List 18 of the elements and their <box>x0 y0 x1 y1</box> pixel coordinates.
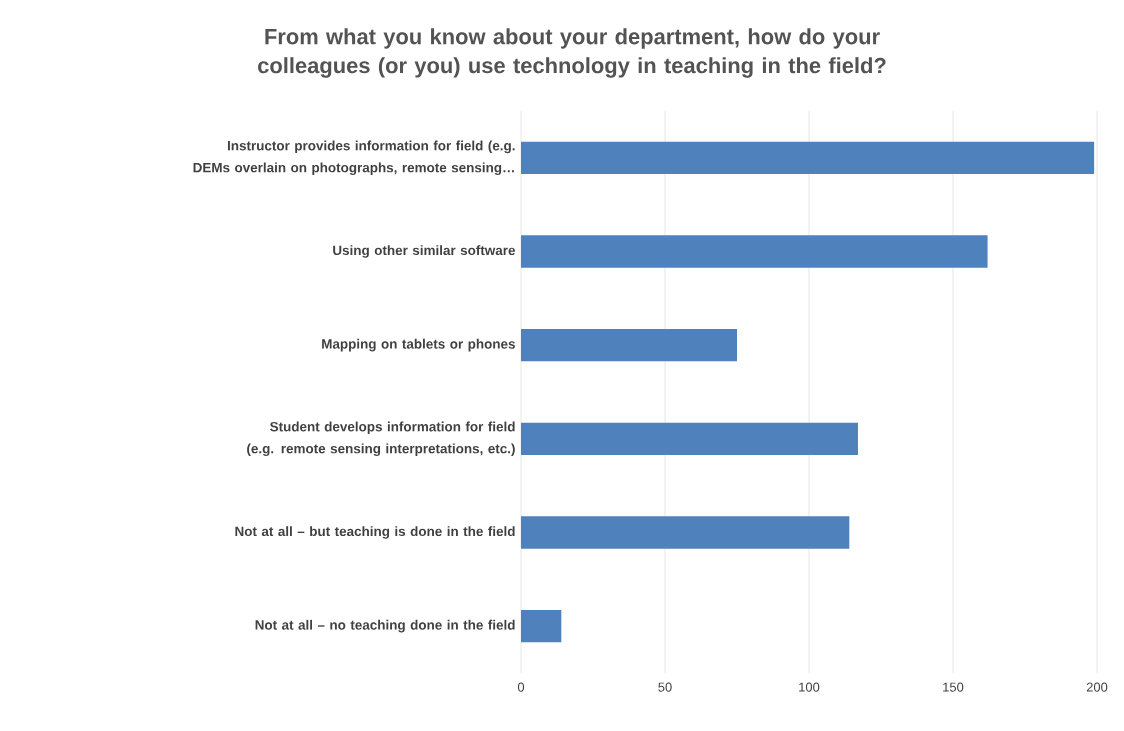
y-tick-label: Student develops information for field (e.g. remote sensing interpretations, etc.) <box>247 421 515 457</box>
x-tick-label: 0 <box>517 682 525 692</box>
bar <box>521 516 850 549</box>
bar <box>521 329 738 362</box>
x-tick-label: 200 <box>1086 682 1108 692</box>
y-tick-label: Not at all – no teaching done in the field <box>255 619 515 633</box>
bar <box>521 422 858 455</box>
y-tick-label: Instructor provides information for field (e.g. DEMs overlain on photographs, remote sensing… <box>193 140 515 176</box>
bar <box>521 235 988 268</box>
x-tick-label: 100 <box>799 682 820 692</box>
chart-title: From what you know about your department, how do your colleagues (or you) use technology in teaching in the field? <box>258 28 886 78</box>
y-tick-label: Not at all – but teaching is done in the field <box>235 526 515 539</box>
y-tick-label: Using other similar software <box>333 245 515 258</box>
bar <box>521 141 1095 174</box>
y-tick-label: Mapping on tablets or phones <box>322 338 515 352</box>
x-tick-label: 150 <box>943 682 964 692</box>
bar <box>521 610 562 643</box>
x-tick-label: 50 <box>658 682 672 692</box>
